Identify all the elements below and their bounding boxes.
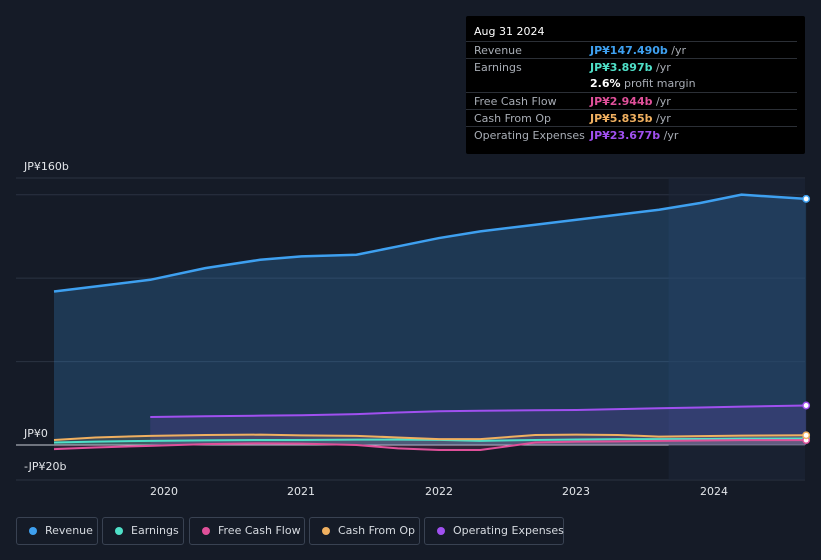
operating-expenses-endpoint	[802, 401, 811, 410]
legend-revenue[interactable]: Revenue	[16, 517, 98, 545]
tooltip-value: JP¥23.677b	[590, 129, 661, 142]
y-tick-label-zero: JP¥0	[24, 427, 48, 440]
tooltip-unit: /yr	[663, 129, 679, 142]
cash-from-op-line	[53, 433, 807, 441]
tooltip-unit: profit margin	[624, 77, 696, 90]
legend-earnings[interactable]: Earnings	[102, 517, 184, 545]
tooltip-row-fcf: Free Cash Flow JP¥2.944b /yr	[466, 92, 797, 110]
series-endpoints	[802, 194, 811, 445]
revenue-line	[53, 193, 807, 293]
legend-free-cash-flow[interactable]: Free Cash Flow	[189, 517, 305, 545]
x-tick-2021: 2021	[287, 485, 315, 498]
cash-from-op-endpoint	[802, 431, 811, 440]
legend-label: Operating Expenses	[453, 524, 564, 537]
operating-expenses-line	[150, 404, 807, 418]
tooltip-value: JP¥147.490b	[590, 44, 668, 57]
legend-label: Revenue	[45, 524, 93, 537]
tooltip-unit: /yr	[655, 95, 671, 108]
x-tick-2020: 2020	[150, 485, 178, 498]
revenue-area	[54, 194, 807, 445]
free-cash-flow-line	[53, 439, 807, 452]
legend-label: Cash From Op	[338, 524, 416, 537]
free-cash-flow-area	[54, 440, 807, 451]
revenue-endpoint	[802, 194, 811, 203]
tooltip-label: Earnings	[474, 61, 522, 74]
x-tick-2023: 2023	[562, 485, 590, 498]
forecast-region	[668, 178, 805, 480]
tooltip-unit: /yr	[671, 44, 687, 57]
tooltip-date: Aug 31 2024	[474, 25, 545, 38]
series-lines	[53, 193, 807, 452]
legend-dot-icon	[115, 527, 123, 535]
tooltip-label: Revenue	[474, 44, 522, 57]
tooltip-label: Free Cash Flow	[474, 95, 557, 108]
legend-cash-from-op[interactable]: Cash From Op	[309, 517, 420, 545]
legend-dot-icon	[202, 527, 210, 535]
tooltip-value: JP¥3.897b	[590, 61, 653, 74]
tooltip-value: 2.6%	[590, 77, 621, 90]
legend-label: Earnings	[131, 524, 179, 537]
tooltip-unit: /yr	[655, 112, 671, 125]
tooltip-row-revenue: Revenue JP¥147.490b /yr	[466, 41, 797, 59]
legend-dot-icon	[29, 527, 37, 535]
tooltip-row-cfo: Cash From Op JP¥5.835b /yr	[466, 109, 797, 127]
tooltip-row-earnings: Earnings JP¥3.897b /yr	[466, 58, 797, 76]
legend-dot-icon	[437, 527, 445, 535]
x-tick-2024: 2024	[700, 485, 728, 498]
tooltip-row-opex: Operating Expenses JP¥23.677b /yr	[466, 126, 797, 144]
tooltip-value: JP¥2.944b	[590, 95, 653, 108]
tooltip-value: JP¥5.835b	[590, 112, 653, 125]
y-tick-label-bottom: -JP¥20b	[24, 460, 67, 473]
legend-dot-icon	[322, 527, 330, 535]
tooltip-panel: Aug 31 2024 Revenue JP¥147.490b /yr Earn…	[466, 16, 805, 154]
tooltip-row-margin: 2.6% profit margin	[466, 75, 797, 92]
y-tick-label-top: JP¥160b	[24, 160, 69, 173]
legend-label: Free Cash Flow	[218, 524, 301, 537]
legend-operating-expenses[interactable]: Operating Expenses	[424, 517, 564, 545]
tooltip-unit: /yr	[655, 61, 671, 74]
x-tick-2022: 2022	[425, 485, 453, 498]
tooltip-label: Operating Expenses	[474, 129, 585, 142]
tooltip-label: Cash From Op	[474, 112, 552, 125]
